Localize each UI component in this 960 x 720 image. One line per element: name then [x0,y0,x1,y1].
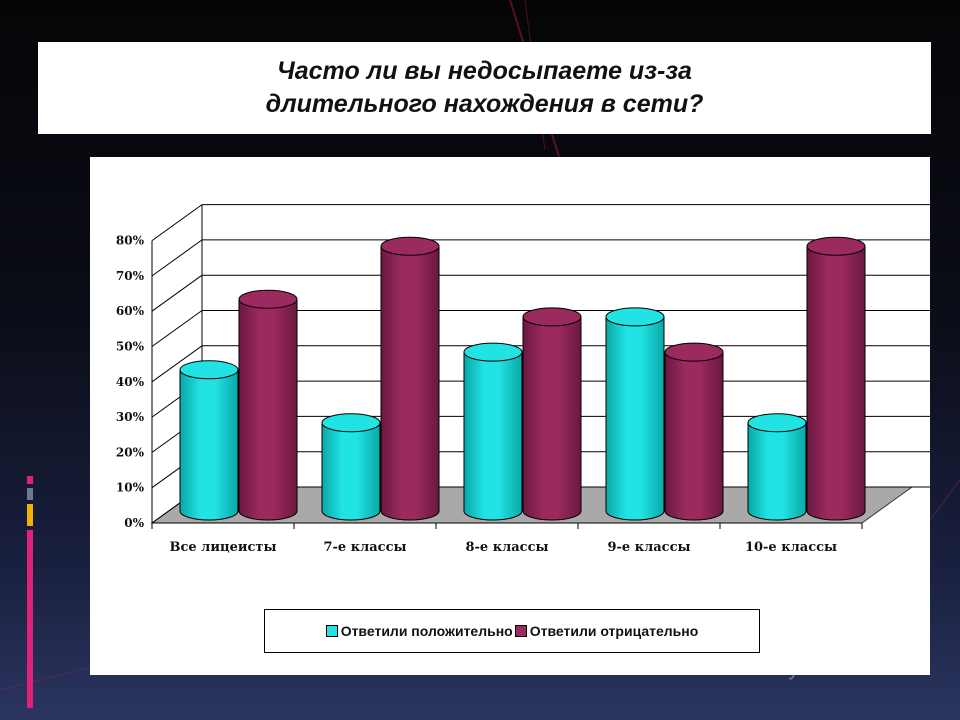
bar-top-negative-4 [806,236,866,256]
watermark-text: MyShared [770,655,871,680]
bar-negative-4 [806,245,866,521]
x-tick-label: Все лицеисты [169,540,276,555]
y-tick-label: 0% [124,516,144,530]
chart-legend: Ответили положительно Ответили отрицател… [264,609,760,653]
bar-positive-0 [179,369,239,521]
bar-positive-3 [605,316,665,521]
y-tick-label: 20% [116,445,145,459]
y-tick-label: 60% [116,304,145,318]
x-tick-label: 9-е классы [607,540,690,555]
bar-negative-3 [664,351,724,521]
legend-swatch-positive [325,625,338,637]
x-tick-label: 8-е классы [465,540,548,555]
bar-top-negative-3 [664,342,724,362]
bar-negative-2 [522,316,582,521]
gridline-side [151,310,203,347]
x-tick-label: 7-е классы [323,540,406,555]
bar-top-negative-2 [522,307,582,327]
accent-bar-pink-long [27,530,33,708]
bar-top-negative-0 [238,289,298,309]
bar-positive-2 [463,351,523,521]
y-tick-label: 50% [116,340,145,354]
gridline-side [151,345,203,383]
accent-bar-pink-top [27,476,33,484]
legend-swatch-negative [514,625,527,637]
legend-item-negative: Ответили отрицательно [514,623,699,639]
gridline-side [151,239,203,277]
slide-title: Часто ли вы недосыпаете из-за длительног… [265,57,704,118]
watermark: MyShared [770,655,870,681]
accent-bar-slate [27,488,33,500]
y-tick-label: 40% [116,375,145,389]
bar-top-positive-2 [463,342,523,362]
accent-bar-gold [27,504,33,526]
gridline-side [151,204,203,242]
bar-positive-4 [747,422,807,521]
gridline-side [151,274,203,312]
y-tick-label: 30% [116,410,145,424]
bar-positive-1 [321,422,381,521]
y-tick-label: 80% [116,234,145,248]
y-tick-label: 70% [116,269,145,283]
legend-label-negative: Ответили отрицательно [529,623,699,639]
bar-top-positive-4 [747,413,807,433]
chart-area: 0% 10% 20% 30% 40% 50% 60% 70% 80% Все лицеисты 7-… [90,157,930,675]
bar-top-positive-1 [321,413,381,433]
legend-label-positive: Ответили положительно [340,623,513,639]
y-tick-label: 10% [116,481,145,495]
x-tick-label: 10-е классы [745,540,837,555]
bar-negative-0 [238,298,298,521]
bar-top-positive-0 [179,360,239,380]
title-band: Часто ли вы недосыпаете из-за длительног… [38,42,931,134]
bar-negative-1 [380,245,440,521]
bar-top-positive-3 [605,307,665,327]
bar-top-negative-1 [380,236,440,256]
legend-item-positive: Ответили положительно [325,623,513,639]
bar-chart: 0% 10% 20% 30% 40% 50% 60% 70% 80% Все лицеисты 7-… [116,204,930,555]
